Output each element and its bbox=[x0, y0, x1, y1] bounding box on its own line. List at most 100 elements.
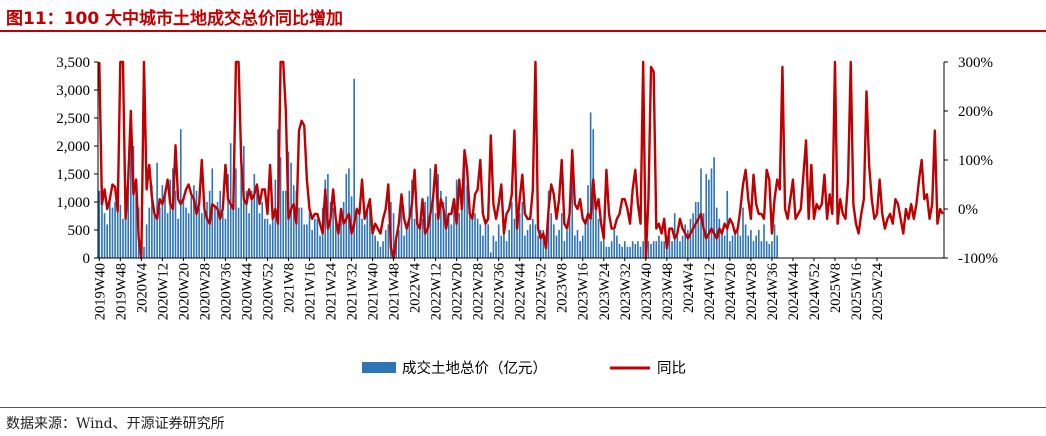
bar bbox=[398, 230, 400, 258]
bar bbox=[405, 224, 408, 258]
bar bbox=[755, 235, 757, 258]
bar bbox=[195, 190, 198, 258]
bar bbox=[597, 218, 600, 258]
bar bbox=[282, 190, 285, 258]
bar bbox=[539, 230, 542, 258]
bar bbox=[416, 213, 419, 258]
bar bbox=[245, 190, 248, 258]
bar bbox=[419, 224, 421, 258]
bar bbox=[256, 190, 258, 258]
legend-item-bar: 成交土地总价（亿元） bbox=[362, 359, 547, 377]
bar bbox=[169, 179, 172, 258]
x-tick-label: 2023W32 bbox=[618, 263, 634, 320]
bar bbox=[143, 246, 145, 258]
bar bbox=[655, 241, 658, 258]
bar bbox=[369, 202, 371, 258]
bar bbox=[492, 235, 495, 258]
bar bbox=[461, 207, 463, 258]
bar bbox=[579, 241, 581, 258]
bar bbox=[589, 112, 592, 259]
bar bbox=[119, 204, 122, 258]
x-tick-label: 2020W52 bbox=[260, 263, 276, 320]
right-tick-label: 300% bbox=[958, 55, 993, 71]
bar bbox=[127, 174, 130, 258]
x-tick-label: 2020W28 bbox=[197, 263, 213, 320]
bar bbox=[532, 218, 534, 258]
bar bbox=[432, 196, 434, 258]
x-tick-label: 2024W52 bbox=[807, 263, 823, 320]
bar bbox=[768, 244, 771, 258]
x-tick-label: 2023W48 bbox=[660, 263, 676, 320]
bar bbox=[715, 207, 718, 258]
x-tick-label: 2023W16 bbox=[576, 263, 592, 320]
bar bbox=[269, 224, 271, 258]
bar bbox=[747, 235, 750, 258]
bar bbox=[660, 241, 663, 258]
right-tick-label: 200% bbox=[958, 104, 993, 120]
bar bbox=[626, 246, 629, 258]
x-tick-label: 2020W4 bbox=[134, 262, 150, 313]
bar bbox=[237, 207, 240, 258]
bar bbox=[705, 174, 708, 258]
bar bbox=[763, 224, 765, 258]
right-tick-label: 100% bbox=[958, 153, 993, 169]
bar bbox=[731, 235, 734, 258]
bar bbox=[232, 196, 235, 258]
bar bbox=[650, 244, 652, 258]
bar bbox=[258, 213, 261, 258]
bar bbox=[311, 230, 313, 258]
bar bbox=[387, 224, 390, 258]
bar bbox=[476, 218, 479, 258]
bar bbox=[734, 230, 736, 258]
bar bbox=[584, 218, 587, 258]
bar bbox=[518, 213, 521, 258]
bar bbox=[292, 185, 295, 258]
bar bbox=[235, 168, 237, 258]
bar bbox=[403, 235, 405, 258]
x-tick-label: 2021W48 bbox=[387, 263, 403, 320]
bar bbox=[153, 213, 156, 258]
bar bbox=[637, 241, 639, 258]
bar bbox=[752, 241, 755, 258]
bar bbox=[639, 246, 642, 258]
bar bbox=[229, 143, 232, 258]
right-tick-label: -100% bbox=[958, 251, 998, 267]
bar bbox=[266, 218, 269, 258]
x-tick-label: 2021W40 bbox=[366, 263, 382, 320]
bar bbox=[440, 190, 442, 258]
bar bbox=[558, 230, 560, 258]
x-tick-label: 2020W12 bbox=[155, 263, 171, 320]
bar bbox=[203, 196, 206, 258]
bar bbox=[122, 218, 124, 258]
x-tick-label: 2025W24 bbox=[870, 262, 886, 320]
legend-item-line: 同比 bbox=[610, 360, 686, 377]
bar bbox=[358, 213, 361, 258]
bar bbox=[681, 235, 684, 258]
bar bbox=[629, 246, 631, 258]
bar bbox=[187, 213, 190, 258]
bar bbox=[471, 213, 474, 258]
bar bbox=[148, 207, 151, 258]
bar bbox=[526, 230, 529, 258]
bar bbox=[319, 235, 321, 258]
bar bbox=[739, 235, 742, 258]
bar bbox=[300, 207, 303, 258]
bar bbox=[306, 224, 308, 258]
bar bbox=[206, 202, 208, 258]
bar bbox=[581, 235, 584, 258]
x-tick-label: 2024W12 bbox=[702, 263, 718, 320]
bar bbox=[742, 207, 744, 258]
bar bbox=[227, 174, 229, 258]
x-tick-label: 2020W20 bbox=[176, 263, 192, 320]
bar bbox=[219, 190, 221, 258]
x-tick-label: 2024W20 bbox=[723, 263, 739, 320]
bar bbox=[489, 252, 492, 258]
bar bbox=[98, 190, 101, 258]
bar bbox=[505, 241, 508, 258]
bar bbox=[216, 202, 219, 258]
bar bbox=[663, 241, 665, 258]
bar bbox=[713, 157, 715, 258]
x-tick-label: 2024W36 bbox=[765, 263, 781, 320]
bar bbox=[676, 235, 679, 258]
bar bbox=[760, 241, 763, 258]
